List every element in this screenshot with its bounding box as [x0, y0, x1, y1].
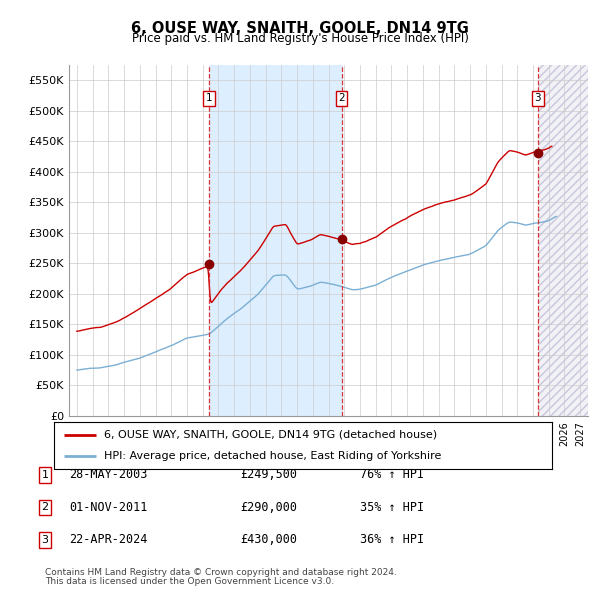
Text: £290,000: £290,000 — [240, 501, 297, 514]
Text: 36% ↑ HPI: 36% ↑ HPI — [360, 533, 424, 546]
Text: 2: 2 — [338, 93, 345, 103]
Text: Contains HM Land Registry data © Crown copyright and database right 2024.: Contains HM Land Registry data © Crown c… — [45, 568, 397, 577]
Text: £430,000: £430,000 — [240, 533, 297, 546]
Text: 6, OUSE WAY, SNAITH, GOOLE, DN14 9TG (detached house): 6, OUSE WAY, SNAITH, GOOLE, DN14 9TG (de… — [104, 430, 437, 440]
Bar — [209, 65, 341, 416]
Text: 1: 1 — [41, 470, 49, 480]
Text: Price paid vs. HM Land Registry's House Price Index (HPI): Price paid vs. HM Land Registry's House … — [131, 32, 469, 45]
Text: £249,500: £249,500 — [240, 468, 297, 481]
Text: HPI: Average price, detached house, East Riding of Yorkshire: HPI: Average price, detached house, East… — [104, 451, 441, 461]
Text: 2: 2 — [41, 503, 49, 512]
Text: 6, OUSE WAY, SNAITH, GOOLE, DN14 9TG: 6, OUSE WAY, SNAITH, GOOLE, DN14 9TG — [131, 21, 469, 35]
Text: 76% ↑ HPI: 76% ↑ HPI — [360, 468, 424, 481]
Text: 22-APR-2024: 22-APR-2024 — [69, 533, 148, 546]
Text: 28-MAY-2003: 28-MAY-2003 — [69, 468, 148, 481]
Text: 35% ↑ HPI: 35% ↑ HPI — [360, 501, 424, 514]
Text: This data is licensed under the Open Government Licence v3.0.: This data is licensed under the Open Gov… — [45, 577, 334, 586]
Text: 01-NOV-2011: 01-NOV-2011 — [69, 501, 148, 514]
Text: 1: 1 — [206, 93, 212, 103]
Bar — [538, 65, 588, 416]
Text: 3: 3 — [535, 93, 541, 103]
Text: 3: 3 — [41, 535, 49, 545]
